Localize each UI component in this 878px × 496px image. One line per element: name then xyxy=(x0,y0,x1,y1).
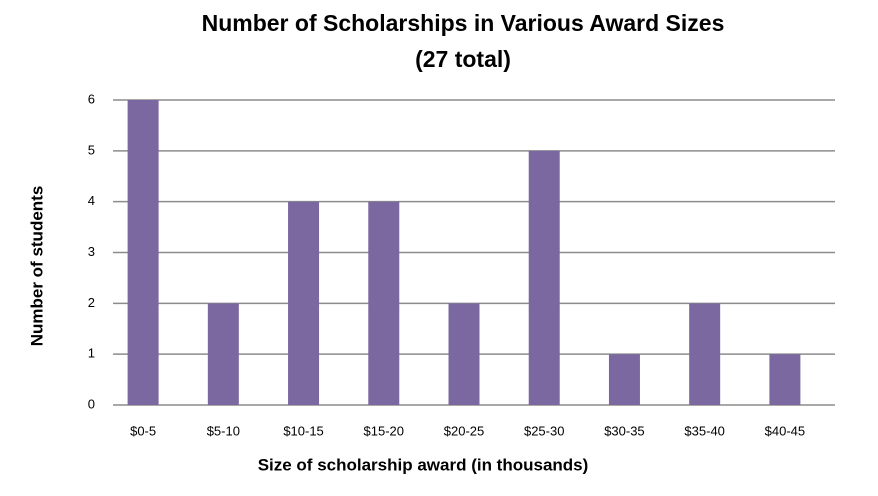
x-tick-label: $40-45 xyxy=(765,423,805,438)
y-tick-label: 2 xyxy=(88,295,95,310)
y-tick-label: 5 xyxy=(88,142,95,157)
x-axis-label: Size of scholarship award (in thousands) xyxy=(258,455,589,474)
y-tick-label: 6 xyxy=(88,91,95,106)
y-tick-label: 0 xyxy=(88,396,95,411)
chart-title: Number of Scholarships in Various Award … xyxy=(202,10,725,36)
x-tick-label: $0-5 xyxy=(130,423,156,438)
x-tick-label: $10-15 xyxy=(283,423,323,438)
bar xyxy=(528,150,560,405)
chart-subtitle: (27 total) xyxy=(415,46,511,72)
bar xyxy=(448,303,480,405)
bar xyxy=(769,354,801,405)
bar xyxy=(288,201,320,405)
y-tick-label: 3 xyxy=(88,244,95,259)
bar xyxy=(368,201,400,405)
bar xyxy=(608,354,640,405)
bar xyxy=(689,303,721,405)
x-tick-label: $25-30 xyxy=(524,423,564,438)
x-tick-label: $5-10 xyxy=(207,423,240,438)
y-axis-label: Number of students xyxy=(27,186,46,347)
x-tick-label: $35-40 xyxy=(684,423,724,438)
x-tick-label: $30-35 xyxy=(604,423,644,438)
bar xyxy=(127,100,159,405)
x-tick-label: $15-20 xyxy=(364,423,404,438)
x-tick-label: $20-25 xyxy=(444,423,484,438)
y-tick-label: 1 xyxy=(88,346,95,361)
bar xyxy=(207,303,239,405)
y-tick-label: 4 xyxy=(88,193,95,208)
